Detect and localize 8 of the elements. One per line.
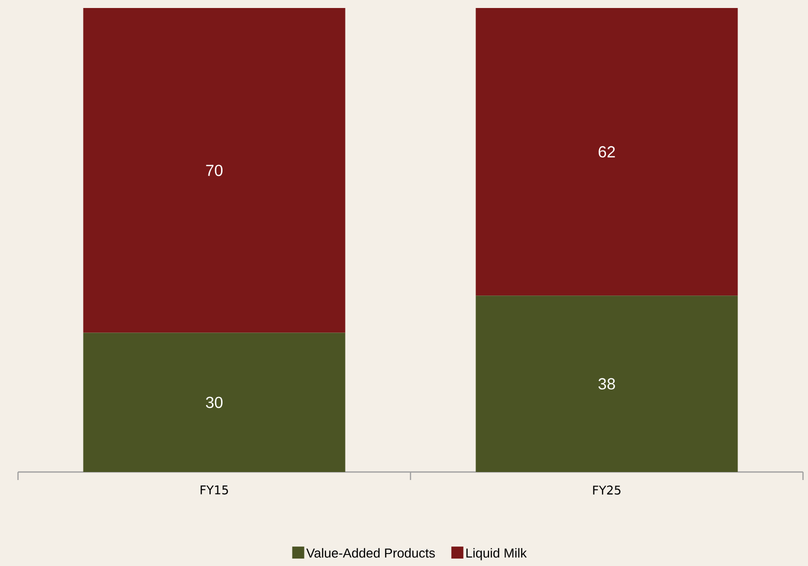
legend-label: Value-Added Products: [306, 548, 435, 558]
legend-label: Liquid Milk: [466, 548, 527, 560]
x-tick-label: FY15: [200, 486, 228, 494]
data-label: 38: [598, 378, 615, 390]
x-tick-label: FY25: [593, 486, 620, 495]
data-label: 70: [206, 164, 223, 176]
data-label: 30: [206, 396, 223, 408]
data-label: 62: [598, 146, 615, 158]
